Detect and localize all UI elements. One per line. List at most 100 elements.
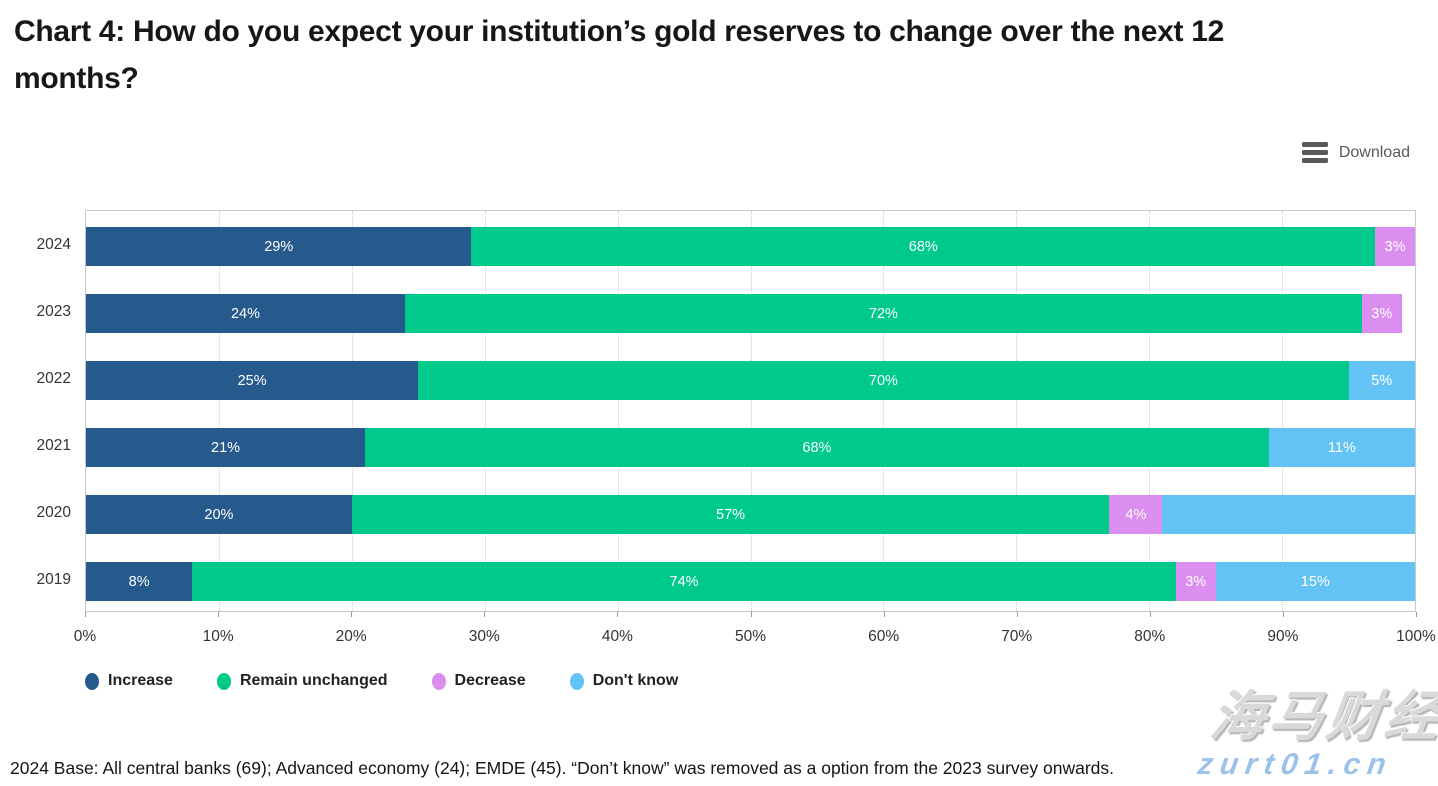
gridline (883, 211, 885, 611)
x-axis-label: 20% (335, 628, 367, 645)
bar-segment-decrease[interactable]: 3% (1175, 562, 1216, 601)
x-axis-label: 10% (202, 628, 234, 645)
footnote: 2024 Base: All central banks (69); Advan… (10, 758, 1115, 778)
bar-segment-label: 5% (1371, 372, 1393, 389)
stacked-bar-2024: 29% 68% 3% (86, 227, 1415, 266)
year-label-2020: 2020 (36, 503, 71, 521)
bar-segment-remain-unchanged[interactable]: 68% (471, 227, 1376, 266)
x-axis-label: 80% (1134, 628, 1166, 645)
legend-label: Increase (108, 672, 173, 689)
bar-segment-label: 68% (908, 238, 938, 255)
bar-segment-decrease[interactable]: 3% (1361, 294, 1402, 333)
gridline (1415, 211, 1416, 611)
bar-segment-label: 20% (204, 506, 234, 523)
bar-segment-increase[interactable]: 21% (86, 428, 366, 467)
bar-segment-label: 21% (211, 439, 241, 456)
x-axis-tick (484, 612, 486, 617)
bar-segment-remain-unchanged[interactable]: 72% (404, 294, 1362, 333)
legend-marker-icon (85, 672, 99, 690)
bar-segment-label: 4% (1125, 506, 1147, 523)
bar-segment-label: 68% (802, 439, 832, 456)
bar-segment-remain-unchanged[interactable]: 74% (192, 562, 1176, 601)
gridline (1149, 211, 1151, 611)
x-axis-tick (85, 612, 86, 617)
bar-row-2019: 2019 8% 74% 3% 15% (37, 546, 1415, 613)
bar-segment-label: 70% (868, 372, 898, 389)
bar-segment-don-t-know[interactable]: 5% (1348, 361, 1415, 400)
gridline (750, 211, 752, 611)
bar-segment-label: 8% (128, 573, 150, 590)
legend-label: Don't know (592, 672, 679, 689)
page-title: Chart 4: How do you expect your institut… (14, 15, 1225, 95)
legend-item-remain-unchanged[interactable]: Remain unchanged (216, 672, 388, 690)
bar-segment-label: 3% (1371, 305, 1393, 322)
year-label-2019: 2019 (36, 570, 71, 588)
x-axis-label: 60% (868, 628, 900, 645)
stacked-bar-2021: 21% 68% 11% (86, 428, 1415, 467)
bar-rows: 2024 29% 68% 3% 2023 24% 72% 3% 2022 25% 70% 5% 2021… (37, 211, 1415, 613)
year-label-2023: 2023 (36, 302, 71, 320)
bar-segment-label: 72% (868, 305, 898, 322)
legend-label: Decrease (454, 672, 526, 689)
bar-segment-label: 24% (230, 305, 260, 322)
bar-segment-label: 57% (716, 506, 746, 523)
legend-label: Remain unchanged (239, 672, 388, 689)
x-axis-label: 100% (1396, 628, 1436, 645)
bar-segment-label: 25% (237, 372, 267, 389)
x-axis-tick (351, 612, 353, 617)
bar-segment-increase[interactable]: 25% (86, 361, 419, 400)
x-axis-label: 0% (73, 628, 97, 645)
stacked-bar-2022: 25% 70% 5% (86, 361, 1415, 400)
stacked-bar-2019: 8% 74% 3% 15% (86, 562, 1415, 601)
x-axis-label: 70% (1001, 628, 1033, 645)
year-label-2024: 2024 (36, 235, 71, 253)
download-button[interactable]: Download (1301, 142, 1410, 163)
x-axis-label: 90% (1267, 628, 1299, 645)
x-axis: 0% 10% 20% 30% 40% 50% 60% 70% 80% 90% 100% (74, 612, 1436, 652)
bar-row-2021: 2021 21% 68% 11% (37, 412, 1415, 479)
bar-segment-label: 3% (1185, 573, 1207, 590)
bar-row-2024: 2024 29% 68% 3% (37, 211, 1415, 278)
legend-marker-icon (569, 672, 584, 690)
bar-row-2022: 2022 25% 70% 5% (37, 345, 1415, 412)
bar-segment-label: 74% (669, 573, 699, 590)
bar-segment-decrease[interactable]: 4% (1109, 495, 1163, 534)
x-axis-tick (1016, 612, 1018, 617)
x-axis-tick (617, 612, 619, 617)
bar-segment-don-t-know[interactable]: 11% (1268, 428, 1415, 467)
legend-item-increase[interactable]: Increase (85, 672, 173, 690)
bar-segment-increase[interactable]: 20% (86, 495, 352, 534)
bar-segment-remain-unchanged[interactable]: 70% (418, 361, 1349, 400)
bar-segment-don-t-know[interactable]: 15% (1215, 562, 1415, 601)
download-button-label: Download (1338, 143, 1410, 161)
legend-item-don-t-know[interactable]: Don't know (569, 672, 679, 690)
year-label-2021: 2021 (36, 436, 71, 454)
bar-segment-increase[interactable]: 8% (86, 562, 193, 601)
bar-segment-label: 15% (1300, 573, 1330, 590)
bar-segment-increase[interactable]: 29% (86, 227, 472, 266)
x-axis-label: 50% (734, 628, 767, 645)
legend: Increase Remain unchanged Decrease Don't kn… (85, 672, 678, 690)
watermark-brand: 海马财经 (1207, 687, 1438, 747)
gridline (617, 211, 619, 611)
x-axis-tick (1149, 612, 1151, 617)
bar-segment-increase[interactable]: 24% (86, 294, 405, 333)
legend-item-decrease[interactable]: Decrease (431, 672, 526, 690)
gridline (1282, 211, 1284, 611)
bar-segment-label: 29% (264, 238, 294, 255)
x-axis-tick (1416, 612, 1417, 617)
x-axis-tick (750, 612, 752, 617)
bar-row-2023: 2023 24% 72% 3% (37, 278, 1415, 345)
x-axis-label: 30% (468, 628, 500, 645)
bar-segment-remain-unchanged[interactable]: 68% (365, 428, 1269, 467)
bar-segment-decrease[interactable]: 3% (1375, 227, 1415, 266)
gridline (1016, 211, 1018, 611)
stacked-bar-2023: 24% 72% 3% (86, 294, 1415, 333)
x-axis-tick (218, 612, 220, 617)
bar-segment-don-t-know[interactable] (1162, 495, 1415, 534)
bar-segment-remain-unchanged[interactable]: 57% (351, 495, 1110, 534)
x-axis-label: 40% (601, 628, 633, 645)
legend-marker-icon (431, 672, 446, 690)
bar-segment-label: 3% (1384, 238, 1406, 255)
x-axis-tick (883, 612, 885, 617)
